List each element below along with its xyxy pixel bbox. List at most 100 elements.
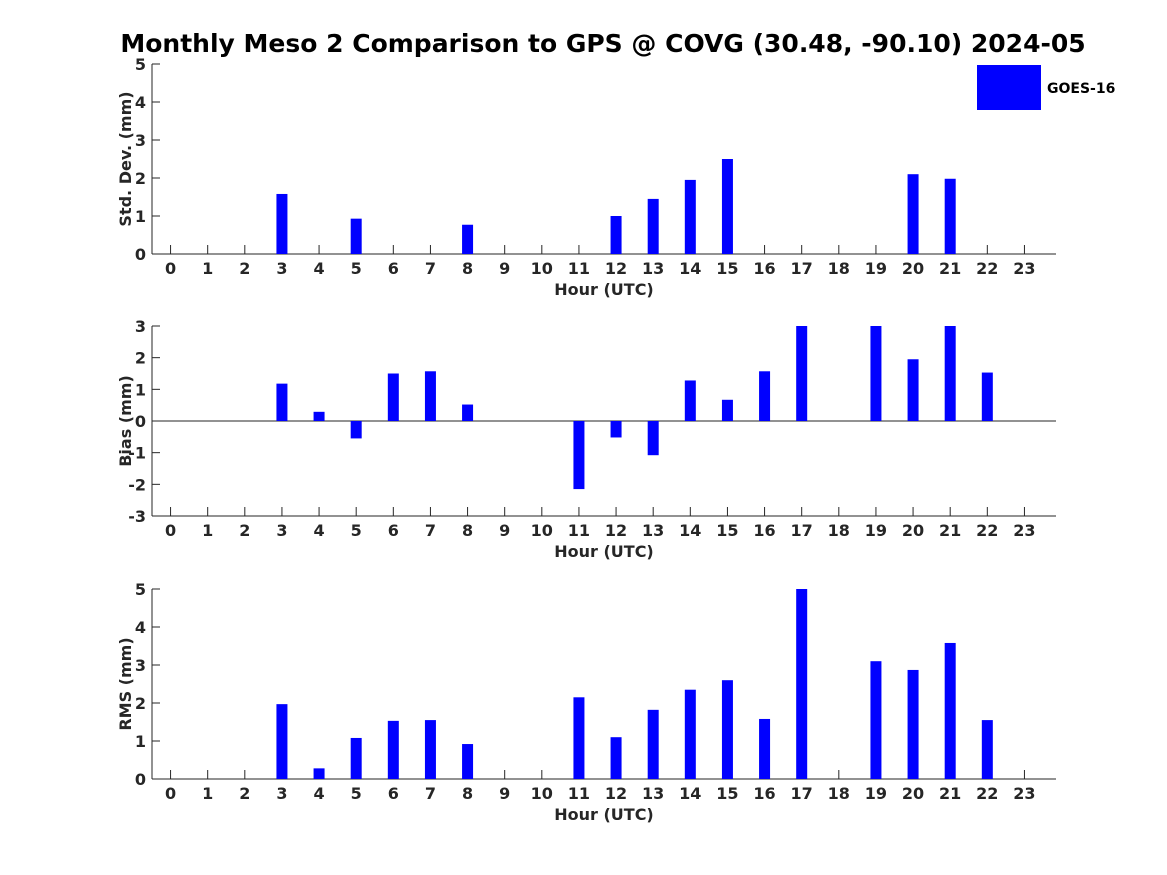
x-tick-label: 8 [462,784,473,803]
bar-hour-21 [944,642,956,779]
x-tick-label: 22 [976,259,998,278]
x-tick-label: 14 [679,784,701,803]
legend-swatch [977,65,1041,110]
x-tick-label: 15 [716,521,738,540]
y-tick-label: 2 [135,694,146,713]
x-tick-label: 8 [462,521,473,540]
bar-hour-17 [796,589,808,779]
x-tick-label: 13 [642,259,664,278]
bar-hour-5 [350,421,362,439]
x-axis-label: Hour (UTC) [554,542,654,561]
bar-hour-14 [684,179,696,254]
bar-hour-20 [907,669,919,779]
x-tick-label: 14 [679,259,701,278]
bar-hour-8 [462,224,474,254]
y-tick-label: 2 [135,349,146,368]
x-tick-label: 1 [202,521,213,540]
x-tick-label: 4 [313,259,324,278]
bar-hour-6 [387,720,399,779]
y-tick-label: -2 [128,475,146,494]
y-tick-label: 5 [135,580,146,599]
bar-hour-16 [759,371,771,421]
bar-hour-12 [610,216,622,254]
bar-hour-22 [981,720,993,779]
x-tick-label: 20 [902,259,924,278]
x-tick-label: 13 [642,784,664,803]
y-tick-label: 0 [135,770,146,789]
y-tick-label: 4 [135,93,146,112]
x-tick-label: 23 [1013,784,1035,803]
y-tick-label: -1 [128,444,146,463]
bar-hour-19 [870,661,882,779]
y-tick-label: 5 [135,55,146,74]
x-tick-label: 6 [388,259,399,278]
x-tick-label: 10 [531,784,553,803]
x-tick-label: 7 [425,784,436,803]
bar-hour-5 [350,737,362,779]
bar-hour-19 [870,326,882,421]
x-tick-label: 4 [313,521,324,540]
x-tick-label: 7 [425,521,436,540]
bar-hour-15 [721,399,733,421]
x-tick-label: 21 [939,259,961,278]
y-tick-label: 3 [135,656,146,675]
x-tick-label: 12 [605,259,627,278]
x-tick-label: 19 [865,259,887,278]
y-tick-label: 3 [135,131,146,150]
x-tick-label: 11 [568,521,590,540]
x-tick-label: 23 [1013,521,1035,540]
x-tick-label: 0 [165,521,176,540]
bar-hour-3 [276,193,288,254]
y-tick-label: 1 [135,380,146,399]
x-tick-label: 1 [202,784,213,803]
bar-hour-13 [647,709,659,779]
x-tick-label: 20 [902,784,924,803]
bar-hour-15 [721,680,733,779]
x-tick-label: 2 [239,521,250,540]
x-tick-label: 7 [425,259,436,278]
y-axis-label: Std. Dev. (mm) [116,91,135,226]
x-tick-label: 3 [276,784,287,803]
x-tick-label: 17 [791,521,813,540]
x-tick-label: 17 [791,784,813,803]
y-tick-label: 2 [135,169,146,188]
bar-hour-7 [424,720,436,779]
x-axis-label: Hour (UTC) [554,280,654,299]
bar-hour-4 [313,411,325,421]
x-tick-label: 9 [499,521,510,540]
x-tick-label: 22 [976,784,998,803]
bar-hour-8 [462,744,474,779]
bar-hour-3 [276,704,288,779]
bar-hour-7 [424,371,436,421]
x-tick-label: 4 [313,784,324,803]
x-tick-label: 20 [902,521,924,540]
x-tick-label: 6 [388,784,399,803]
x-tick-label: 16 [753,784,775,803]
x-tick-label: 9 [499,784,510,803]
bar-hour-3 [276,383,288,421]
x-tick-label: 15 [716,259,738,278]
x-tick-label: 8 [462,259,473,278]
y-tick-label: 3 [135,317,146,336]
bar-hour-8 [462,404,474,421]
x-tick-label: 10 [531,259,553,278]
y-tick-label: 0 [135,412,146,431]
bar-hour-16 [759,718,771,779]
x-tick-label: 12 [605,784,627,803]
x-tick-label: 10 [531,521,553,540]
x-tick-label: 15 [716,784,738,803]
y-tick-label: 4 [135,618,146,637]
bar-hour-11 [573,697,585,779]
x-tick-label: 9 [499,259,510,278]
y-axis-label: Bias (mm) [116,375,135,467]
bar-hour-14 [684,380,696,421]
x-tick-label: 3 [276,259,287,278]
x-tick-label: 14 [679,521,701,540]
x-tick-label: 5 [351,784,362,803]
bar-hour-5 [350,218,362,254]
bar-hour-22 [981,372,993,421]
bar-hour-15 [721,159,733,254]
x-tick-label: 16 [753,259,775,278]
